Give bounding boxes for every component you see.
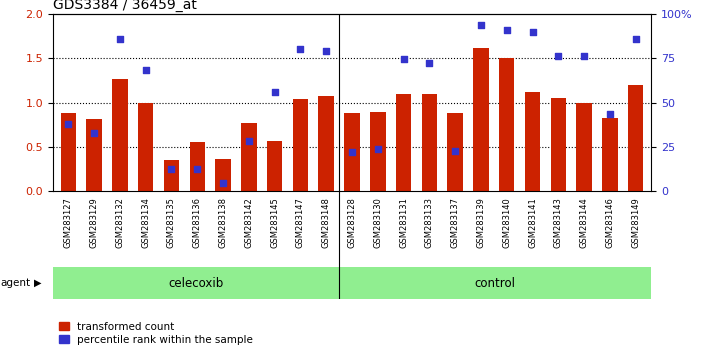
Text: GSM283128: GSM283128 (348, 197, 356, 248)
Bar (524, 92, 540, 191)
Bar (473, 48, 489, 191)
Point (450, 149, 461, 154)
Text: GSM283131: GSM283131 (399, 197, 408, 248)
Legend: transformed count, percentile rank within the sample: transformed count, percentile rank withi… (54, 317, 258, 349)
Bar (138, 103, 153, 191)
Text: GSM283142: GSM283142 (244, 197, 253, 248)
Bar (61, 113, 76, 191)
Point (553, 53, 564, 58)
Point (191, 166, 203, 172)
Point (140, 67, 151, 73)
Bar (448, 113, 463, 191)
Point (424, 60, 435, 66)
Text: GSM283137: GSM283137 (451, 197, 460, 248)
Text: GSM283143: GSM283143 (554, 197, 562, 248)
Bar (87, 119, 102, 191)
Bar (112, 79, 127, 191)
Point (320, 48, 332, 54)
Point (475, 22, 486, 28)
Text: agent: agent (1, 278, 31, 288)
Point (398, 57, 409, 62)
Point (501, 27, 513, 33)
Bar (267, 141, 282, 191)
Bar (551, 98, 566, 191)
Text: GDS3384 / 36459_at: GDS3384 / 36459_at (53, 0, 196, 12)
Bar (422, 94, 437, 191)
Text: GSM283139: GSM283139 (477, 197, 486, 248)
Text: GSM283129: GSM283129 (89, 197, 99, 248)
Bar (215, 159, 231, 191)
Text: GSM283147: GSM283147 (296, 197, 305, 248)
Text: GSM283133: GSM283133 (425, 197, 434, 248)
Text: GSM283141: GSM283141 (528, 197, 537, 248)
Bar (499, 58, 515, 191)
Bar (628, 85, 643, 191)
Point (527, 29, 538, 35)
Text: control: control (474, 277, 515, 290)
Text: GSM283136: GSM283136 (193, 197, 202, 248)
Point (604, 111, 615, 117)
Point (243, 138, 254, 144)
Bar (293, 99, 308, 191)
Bar (602, 118, 617, 191)
Bar (339, 267, 651, 299)
Text: ▶: ▶ (34, 278, 42, 288)
Text: GSM283149: GSM283149 (631, 197, 640, 248)
Bar (164, 160, 180, 191)
Bar (241, 123, 256, 191)
Point (114, 36, 125, 42)
Point (63, 121, 74, 127)
Point (372, 146, 384, 152)
Bar (344, 113, 360, 191)
Bar (318, 96, 334, 191)
Point (630, 36, 641, 42)
Bar (53, 267, 339, 299)
Point (89, 130, 100, 136)
Text: GSM283146: GSM283146 (605, 197, 615, 248)
Text: GSM283130: GSM283130 (373, 197, 382, 248)
Point (579, 53, 590, 58)
Text: GSM283140: GSM283140 (502, 197, 511, 248)
Bar (370, 112, 386, 191)
Bar (577, 103, 592, 191)
Text: GSM283144: GSM283144 (579, 197, 589, 248)
Text: GSM283138: GSM283138 (218, 197, 227, 248)
Text: celecoxib: celecoxib (168, 277, 224, 290)
Text: GSM283132: GSM283132 (115, 197, 125, 248)
Point (346, 149, 358, 155)
Bar (189, 143, 205, 191)
Bar (396, 94, 411, 191)
Text: GSM283148: GSM283148 (322, 197, 331, 248)
Point (269, 89, 280, 95)
Point (218, 180, 229, 186)
Text: GSM283127: GSM283127 (64, 197, 73, 248)
Point (166, 166, 177, 172)
Text: GSM283145: GSM283145 (270, 197, 279, 248)
Point (295, 46, 306, 52)
Text: GSM283134: GSM283134 (142, 197, 150, 248)
Text: GSM283135: GSM283135 (167, 197, 176, 248)
